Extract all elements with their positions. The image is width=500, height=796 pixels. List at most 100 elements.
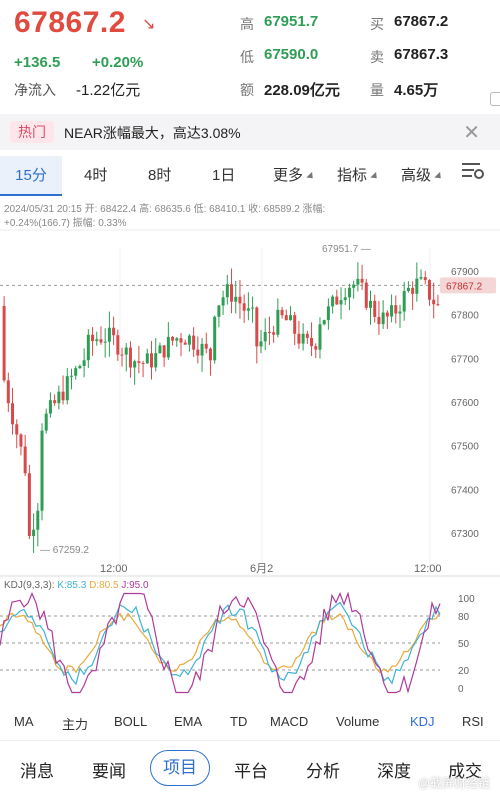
candle-body <box>314 346 318 350</box>
ohlc-info-line2: +0.24%(166.7) 振幅: 0.33% <box>4 218 127 229</box>
tab-advanced[interactable]: 高级 <box>401 156 444 196</box>
nav-news[interactable]: 消息 <box>20 762 54 781</box>
indicator-rsi[interactable]: RSI <box>462 714 484 729</box>
candle-body <box>267 331 271 333</box>
candle-body <box>284 315 288 321</box>
candle-body <box>78 365 82 369</box>
y-tick-label: 67500 <box>451 442 479 453</box>
hot-news-banner[interactable]: 热门 NEAR涨幅最大，高达3.08% ✕ <box>0 114 500 150</box>
x-tick-label: 12:00 <box>100 563 128 575</box>
candle-body <box>251 307 255 309</box>
candle-body <box>263 331 267 342</box>
candle-body <box>411 287 415 294</box>
high-value: 67951.7 <box>264 13 319 30</box>
nav-platform[interactable]: 平台 <box>234 762 268 781</box>
candle-body <box>57 391 61 404</box>
watermark: @截屏财经链 <box>417 776 490 790</box>
side-drawer-handle[interactable] <box>490 92 500 106</box>
indicator-main-force[interactable]: 主力 <box>62 717 89 732</box>
candle-body <box>166 336 170 358</box>
y-tick-label: 67900 <box>451 267 479 278</box>
candle-body <box>86 334 90 361</box>
indicator-boll[interactable]: BOLL <box>114 714 148 729</box>
x-tick-label: 12:00 <box>414 563 442 575</box>
candle-body <box>204 343 208 349</box>
candle-body <box>432 299 436 305</box>
nav-depth[interactable]: 深度 <box>377 762 411 781</box>
candle-body <box>162 345 166 358</box>
ask-value: 67867.3 <box>394 46 449 63</box>
candle-body <box>225 284 229 298</box>
candle-body <box>179 338 183 343</box>
candle-body <box>335 296 339 305</box>
ohlc-info-line1: 2024/05/31 20:15 开: 68422.4 高: 68635.6 低… <box>4 204 326 215</box>
period-tabs: 15分 4时 8时 1日 更多 指标 高级 <box>0 156 500 196</box>
candle-body <box>36 510 40 530</box>
candle-body <box>322 320 326 325</box>
close-icon[interactable]: ✕ <box>463 122 480 144</box>
candle-body <box>133 361 137 368</box>
candle-body <box>192 335 196 350</box>
chart-settings-icon[interactable] <box>460 156 486 196</box>
candle-body <box>369 300 373 308</box>
indicator-macd[interactable]: MACD <box>270 714 309 729</box>
candle-body <box>310 337 314 347</box>
candle-body <box>356 278 360 285</box>
candlestick-chart[interactable]: 67900 67800 67700 67600 67500 67400 67300 67867… <box>0 228 500 580</box>
candle-body <box>305 333 309 338</box>
candle-body <box>272 332 276 335</box>
candle-body <box>23 446 27 474</box>
candle-body <box>436 304 440 306</box>
net-inflow-label: 净流入 <box>14 82 56 98</box>
candle-body <box>99 339 103 343</box>
chevron-down-icon <box>434 171 444 181</box>
change-abs: +136.5 <box>14 54 61 71</box>
candle-body <box>318 324 322 350</box>
chevron-down-icon <box>306 171 316 181</box>
nav-headlines[interactable]: 要闻 <box>92 762 126 781</box>
candle-body <box>48 400 52 414</box>
change-pct: +0.20% <box>92 54 144 71</box>
kdj-y-tick-label: 100 <box>458 594 475 605</box>
candle-body <box>415 278 419 294</box>
candle-body <box>53 400 57 404</box>
tab-15m[interactable]: 15分 <box>0 156 62 196</box>
candle-body <box>61 391 65 401</box>
indicator-td[interactable]: TD <box>230 714 248 729</box>
tab-4h[interactable]: 4时 <box>84 167 108 184</box>
hot-news-text[interactable]: NEAR涨幅最大，高达3.08% <box>64 125 241 141</box>
candle-body <box>331 296 335 307</box>
candle-body <box>6 380 10 404</box>
tab-8h[interactable]: 8时 <box>148 167 172 184</box>
net-inflow-value: -1.22亿元 <box>76 82 141 99</box>
candle-body <box>280 309 284 316</box>
candle-body <box>402 291 406 312</box>
candle-body <box>301 333 305 344</box>
candle-body <box>44 413 48 431</box>
candle-body <box>297 333 301 344</box>
tab-more[interactable]: 更多 <box>273 156 316 196</box>
amount-label: 额 <box>240 82 254 98</box>
candle-body <box>27 473 31 537</box>
candle-body <box>423 277 427 281</box>
nav-analysis[interactable]: 分析 <box>306 762 340 781</box>
indicator-kdj[interactable]: KDJ <box>410 714 435 729</box>
candle-body <box>398 311 402 314</box>
y-tick-label: 67800 <box>451 311 479 322</box>
candle-body <box>74 368 78 376</box>
candle-body <box>427 280 431 300</box>
nav-trades[interactable]: 成交 <box>448 762 482 781</box>
candle-body <box>326 306 330 321</box>
candle-body <box>120 354 124 356</box>
ask-label: 卖 <box>370 49 384 65</box>
tab-1d[interactable]: 1日 <box>212 167 236 184</box>
candle-body <box>141 362 145 364</box>
indicator-volume[interactable]: Volume <box>336 714 380 729</box>
candle-body <box>128 347 132 368</box>
kdj-y-tick-label: 0 <box>458 684 464 695</box>
tab-indicators[interactable]: 指标 <box>337 156 380 196</box>
indicator-ma[interactable]: MA <box>14 714 34 729</box>
kdj-k-line <box>0 601 441 686</box>
nav-project[interactable]: 项目 <box>150 750 210 786</box>
indicator-ema[interactable]: EMA <box>174 714 203 729</box>
